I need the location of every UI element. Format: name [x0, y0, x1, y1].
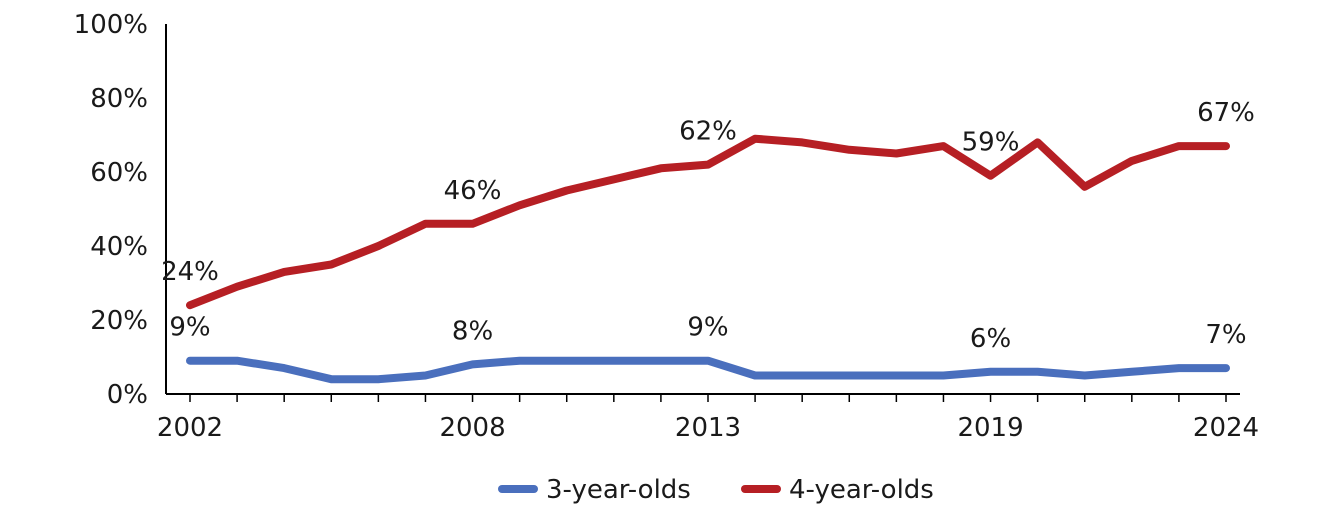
- series-lines: [186, 134, 1230, 384]
- data-label: 9%: [687, 313, 728, 343]
- data-label: 6%: [970, 324, 1011, 354]
- x-tick-label: 2024: [1193, 413, 1259, 443]
- data-label: 8%: [452, 316, 493, 346]
- x-tick-marks: [189, 394, 1227, 402]
- legend-label-3-year-olds: 3-year-olds: [546, 475, 691, 505]
- y-tick-label: 20%: [90, 306, 148, 336]
- y-tick-label: 60%: [90, 158, 148, 188]
- legend: 3-year-olds 4-year-olds: [498, 475, 934, 505]
- x-tick-labels: 2002 2008 2013 2019 2024: [157, 413, 1259, 443]
- data-label: 46%: [444, 176, 502, 206]
- data-labels: 9% 8% 9% 6% 7% 24% 46% 62% 59% 67%: [161, 98, 1255, 354]
- x-tick-label: 2008: [439, 413, 505, 443]
- y-tick-label: 0%: [107, 380, 148, 410]
- x-tick-label: 2019: [957, 413, 1023, 443]
- legend-label-4-year-olds: 4-year-olds: [789, 475, 934, 505]
- data-label: 62%: [679, 117, 737, 147]
- x-tick-label: 2002: [157, 413, 223, 443]
- x-tick-label: 2013: [675, 413, 741, 443]
- data-label: 24%: [161, 257, 219, 287]
- data-label: 67%: [1197, 98, 1255, 128]
- series-line-3-year-olds: [186, 356, 1230, 384]
- x-axis: 2002 2008 2013 2019 2024: [157, 393, 1259, 443]
- y-tick-label: 80%: [90, 84, 148, 114]
- y-tick-label: 100%: [74, 10, 148, 40]
- data-label: 7%: [1205, 320, 1246, 350]
- data-label: 9%: [169, 313, 210, 343]
- y-tick-label: 40%: [90, 232, 148, 262]
- y-axis: 0% 20% 40% 60% 80% 100%: [74, 10, 167, 410]
- series-line-4-year-olds: [186, 134, 1230, 310]
- y-tick-labels: 0% 20% 40% 60% 80% 100%: [74, 10, 148, 410]
- data-label: 59%: [962, 128, 1020, 158]
